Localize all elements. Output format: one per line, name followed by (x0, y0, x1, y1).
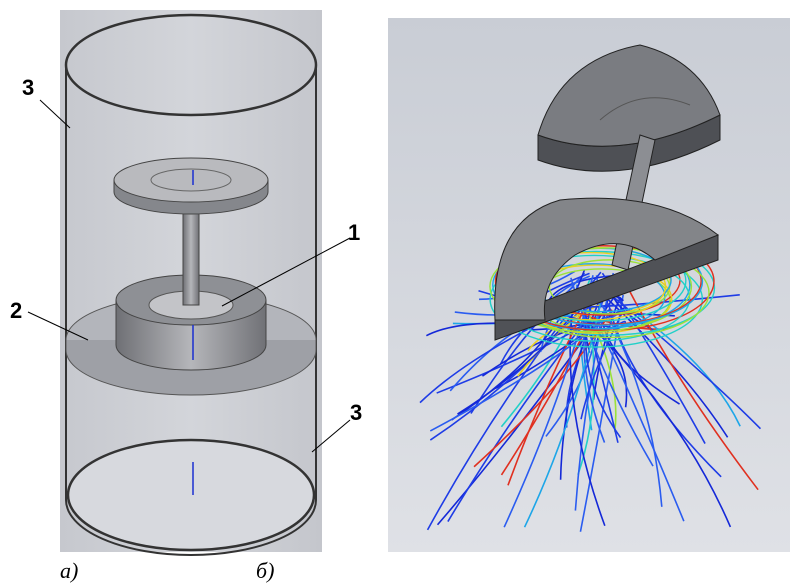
panel-right: б) (256, 18, 790, 583)
panel-left: 3 1 2 3 а) (10, 10, 362, 583)
callout: 2 (10, 298, 22, 323)
caption: а) (60, 558, 78, 583)
caption: б) (256, 558, 274, 583)
disk (114, 158, 268, 202)
callout: 3 (22, 75, 34, 100)
cylinder-bottom (68, 440, 314, 550)
figure: 3 1 2 3 а) б) (0, 0, 790, 583)
callout: 3 (350, 400, 362, 425)
callout: 1 (348, 220, 360, 245)
